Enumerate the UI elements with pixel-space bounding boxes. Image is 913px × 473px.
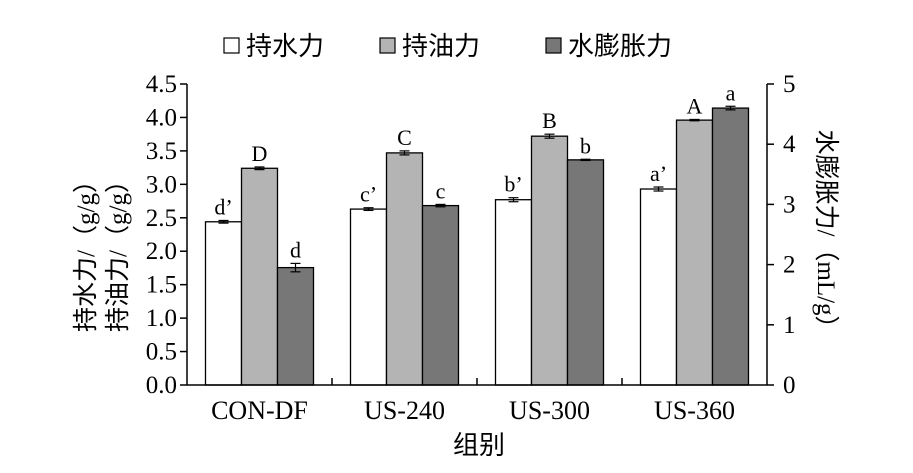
- y-tick-label-right: 0: [783, 372, 796, 399]
- y-tick-label-left: 0.0: [146, 372, 177, 399]
- significance-label: A: [687, 93, 703, 118]
- y-tick-label-right: 3: [783, 191, 796, 218]
- y-tick-label-right: 4: [783, 131, 796, 158]
- significance-label: c: [436, 178, 446, 203]
- legend-swatch: [223, 37, 240, 54]
- x-axis-title: 组别: [453, 431, 505, 460]
- legend-swatch: [379, 37, 396, 54]
- bars: d’ Dd c’ Cc b’ Bb a’ Aa: [204, 80, 750, 386]
- bar: [240, 167, 279, 386]
- y-tick-label-right: 2: [783, 252, 796, 279]
- y-tick-label-right: 5: [783, 71, 796, 98]
- x-tick-label: US-240: [364, 396, 445, 425]
- bar: [276, 266, 315, 386]
- bar: [494, 199, 533, 386]
- legend-label: 持油力: [402, 32, 480, 61]
- y-tick-label-right: 1: [783, 312, 796, 339]
- significance-label: d: [290, 237, 301, 262]
- bar: [711, 107, 750, 386]
- bar: [421, 204, 460, 386]
- significance-label: d’: [214, 194, 232, 219]
- y-axis-title-left-2: 持油力/（g/g）: [104, 168, 132, 332]
- legend-swatch: [545, 37, 562, 54]
- x-tick-label: US-360: [654, 396, 735, 425]
- significance-label: D: [252, 141, 268, 166]
- legend-label: 水膨胀力: [568, 32, 672, 61]
- y-tick-label-left: 3.5: [146, 138, 177, 165]
- y-tick-label-left: 1.5: [146, 272, 177, 299]
- bar: [675, 119, 714, 386]
- significance-label: B: [542, 108, 557, 133]
- significance-label: c’: [360, 182, 377, 207]
- axes: 0.0 0.5 1.0 1.5 2.0 2.5 3.0 3.5 4.0 4.5 0 1 2 3 4 5 CON-…: [146, 71, 796, 425]
- bar: [639, 188, 678, 386]
- bar: [204, 221, 243, 386]
- y-tick-label-left: 2.0: [146, 238, 177, 265]
- x-tick-label: US-300: [509, 396, 590, 425]
- significance-label: a’: [650, 161, 667, 186]
- y-axis-title-right: 水膨胀力/（mL/g）: [812, 129, 840, 340]
- legend: 持水力 持油力 水膨胀力: [223, 32, 672, 61]
- y-tick-label-left: 4.5: [146, 71, 177, 98]
- significance-label: b’: [504, 172, 522, 197]
- y-tick-label-left: 0.5: [146, 339, 177, 366]
- significance-label: a: [726, 80, 736, 105]
- bar: [349, 208, 388, 386]
- significance-label: C: [397, 125, 412, 150]
- y-tick-label-left: 1.0: [146, 305, 177, 332]
- legend-label: 持水力: [246, 32, 324, 61]
- bar: [385, 152, 424, 386]
- y-axis-title-left-1: 持水力/（g/g）: [72, 168, 100, 332]
- bar: [530, 135, 569, 386]
- bar: [566, 159, 605, 386]
- y-tick-label-left: 3.0: [146, 171, 177, 198]
- y-tick-label-left: 2.5: [146, 205, 177, 232]
- y-tick-label-left: 4.0: [146, 104, 177, 131]
- x-tick-label: CON-DF: [211, 396, 308, 425]
- significance-label: b: [580, 133, 591, 158]
